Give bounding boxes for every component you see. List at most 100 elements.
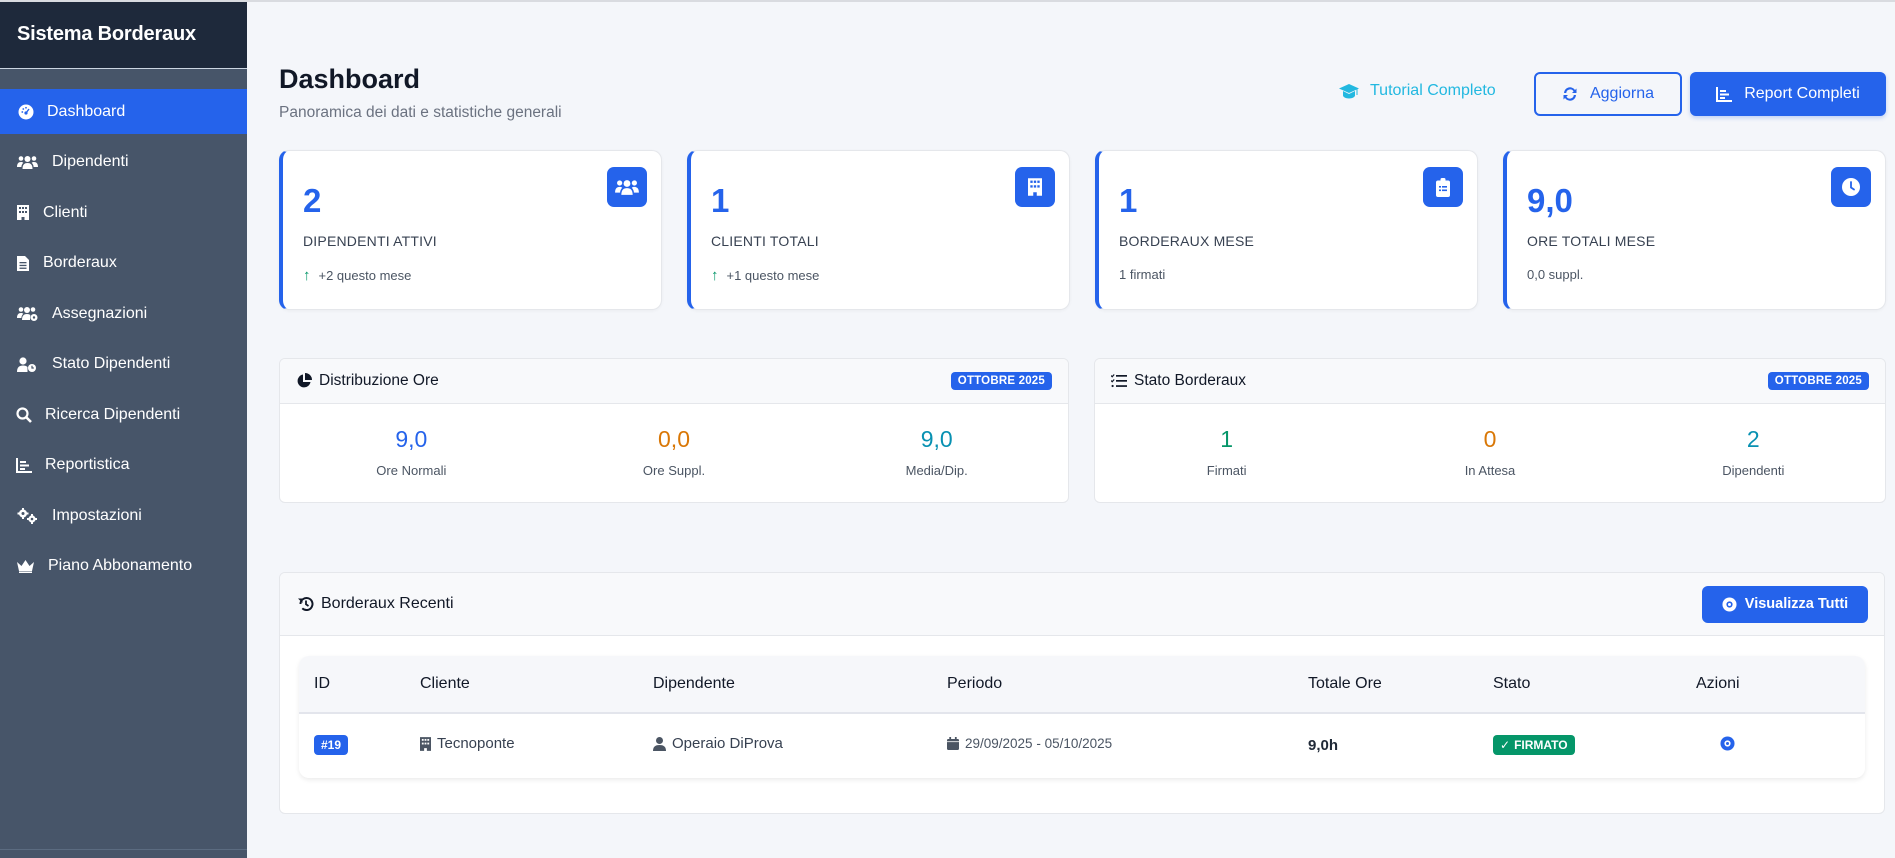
users-icon bbox=[16, 153, 38, 171]
search-icon bbox=[16, 406, 32, 424]
dipendente-name: Operaio DiProva bbox=[672, 735, 783, 753]
sidebar-item-ricerca-dipendenti[interactable]: Ricerca Dipendenti bbox=[0, 392, 247, 437]
sidebar-item-label: Ricerca Dipendenti bbox=[45, 405, 181, 423]
panel-body: 1 Firmati 0 In Attesa 2 Dipendenti bbox=[1095, 404, 1885, 502]
building-icon bbox=[420, 736, 437, 751]
column-header-totale-ore: Totale Ore bbox=[1308, 675, 1382, 692]
status-badge: ✓ FIRMATO bbox=[1493, 735, 1575, 755]
id-badge: #19 bbox=[314, 735, 349, 755]
panel-body: 9,0 Ore Normali 0,0 Ore Suppl. 9,0 Media… bbox=[280, 404, 1068, 502]
eye-icon bbox=[1722, 596, 1745, 612]
month-badge: OTTOBRE 2025 bbox=[950, 372, 1052, 390]
panel-header: Stato Borderaux OTTOBRE 2025 bbox=[1095, 359, 1885, 404]
table-row[interactable]: #19 Tecnoponte bbox=[299, 713, 1865, 776]
sidebar-item-label: Clienti bbox=[43, 203, 88, 221]
sidebar-nav: Dashboard Dipendenti Clienti Borderaux A… bbox=[0, 89, 247, 589]
clock-icon bbox=[1831, 167, 1871, 207]
sidebar-item-stato-dipendenti[interactable]: Stato Dipendenti bbox=[0, 342, 247, 387]
sidebar-item-label: Reportistica bbox=[45, 456, 130, 473]
graduation-cap-icon bbox=[1339, 83, 1370, 99]
view-borderaux-button[interactable] bbox=[1720, 735, 1735, 751]
sidebar-item-label: Borderaux bbox=[43, 254, 117, 271]
stat-card-borderaux-mese: 1 BORDERAUX MESE 1 firmati bbox=[1095, 150, 1478, 310]
recent-table-container: ID Cliente Dipendente Periodo Totale Ore… bbox=[299, 656, 1865, 778]
month-badge: OTTOBRE 2025 bbox=[1767, 372, 1869, 390]
sidebar-item-assegnazioni[interactable]: Assegnazioni bbox=[0, 291, 247, 336]
eye-icon bbox=[1720, 735, 1735, 751]
metric-label: Media/Dip. bbox=[905, 463, 968, 478]
recent-table: ID Cliente Dipendente Periodo Totale Ore… bbox=[299, 656, 1865, 776]
user-icon bbox=[653, 736, 672, 751]
metric-label: In Attesa bbox=[1464, 463, 1516, 478]
building-icon bbox=[1015, 167, 1055, 207]
metric-media-dip: 9,0 Media/Dip. bbox=[805, 404, 1068, 502]
stat-value: 1 bbox=[711, 182, 730, 219]
cell-dipendente: Operaio DiProva bbox=[653, 713, 947, 776]
file-icon bbox=[16, 254, 29, 272]
check-icon: ✓ bbox=[1500, 738, 1511, 752]
users-cog-icon bbox=[16, 305, 38, 323]
sidebar-divider bbox=[0, 849, 247, 850]
clipboard-list-icon bbox=[1423, 167, 1463, 207]
column-header-dipendente: Dipendente bbox=[653, 675, 735, 692]
periodo-range: 29/09/2025 - 05/10/2025 bbox=[965, 736, 1113, 751]
cell-stato: ✓ FIRMATO bbox=[1493, 713, 1696, 776]
metric-in-attesa: 0 In Attesa bbox=[1358, 404, 1621, 502]
app-brand: Sistema Borderaux bbox=[0, 0, 247, 69]
stat-label: CLIENTI TOTALI bbox=[711, 233, 819, 249]
panel-distribuzione-ore: Distribuzione Ore OTTOBRE 2025 9,0 Ore N… bbox=[279, 358, 1069, 503]
sidebar-item-impostazioni[interactable]: Impostazioni bbox=[0, 493, 247, 538]
sidebar-item-label: Stato Dipendenti bbox=[52, 355, 171, 372]
column-header-stato: Stato bbox=[1493, 675, 1531, 692]
sidebar-item-dashboard[interactable]: Dashboard bbox=[0, 89, 247, 134]
stat-label: DIPENDENTI ATTIVI bbox=[303, 233, 437, 249]
cell-azioni bbox=[1696, 713, 1865, 776]
building-icon bbox=[16, 204, 29, 222]
metric-label: Ore Normali bbox=[376, 463, 447, 478]
column-header-azioni: Azioni bbox=[1696, 675, 1740, 692]
page-subtitle: Panoramica dei dati e statistiche genera… bbox=[279, 104, 562, 121]
tasks-list-icon bbox=[1111, 374, 1134, 388]
page-title: Dashboard bbox=[279, 64, 421, 94]
full-report-button[interactable]: Report Completi bbox=[1690, 72, 1886, 116]
sidebar-item-clienti[interactable]: Clienti bbox=[0, 190, 247, 235]
metric-value: 9,0 bbox=[920, 426, 953, 452]
tutorial-label: Tutorial Completo bbox=[1370, 82, 1496, 99]
metric-ore-suppl: 0,0 Ore Suppl. bbox=[543, 404, 806, 502]
stat-label: BORDERAUX MESE bbox=[1119, 233, 1255, 249]
column-header-id: ID bbox=[314, 675, 330, 692]
stat-trend: ↑ +2 questo mese bbox=[303, 267, 412, 284]
stat-value: 2 bbox=[303, 182, 322, 219]
refresh-icon bbox=[1562, 86, 1590, 102]
metric-ore-normali: 9,0 Ore Normali bbox=[280, 404, 543, 502]
stat-card-ore-totali-mese: 9,0 ORE TOTALI MESE 0,0 suppl. bbox=[1503, 150, 1886, 310]
table-header-row: ID Cliente Dipendente Periodo Totale Ore… bbox=[299, 656, 1865, 713]
panel-title: Distribuzione Ore bbox=[296, 372, 439, 390]
sidebar-item-piano-abbonamento[interactable]: Piano Abbonamento bbox=[0, 544, 247, 589]
cogs-icon bbox=[16, 507, 38, 525]
tutorial-link[interactable]: Tutorial Completo bbox=[1339, 82, 1496, 100]
stat-value: 1 bbox=[1119, 182, 1138, 219]
recent-title: Borderaux Recenti bbox=[298, 595, 454, 613]
sidebar: Sistema Borderaux Dashboard Dipendenti C… bbox=[0, 0, 247, 858]
chart-bar-icon bbox=[16, 456, 32, 474]
calendar-icon bbox=[947, 737, 965, 750]
metric-dipendenti: 2 Dipendenti bbox=[1622, 404, 1885, 502]
panel-stato-borderaux: Stato Borderaux OTTOBRE 2025 1 Firmati 0… bbox=[1094, 358, 1886, 503]
view-all-button[interactable]: Visualizza Tutti bbox=[1702, 585, 1868, 623]
sidebar-item-dipendenti[interactable]: Dipendenti bbox=[0, 140, 247, 185]
metric-value: 9,0 bbox=[395, 426, 428, 452]
panel-header: Distribuzione Ore OTTOBRE 2025 bbox=[280, 359, 1068, 404]
main-content: Dashboard Panoramica dei dati e statisti… bbox=[247, 0, 1895, 858]
cell-totale-ore: 9,0h bbox=[1308, 736, 1339, 754]
sidebar-item-reportistica[interactable]: Reportistica bbox=[0, 443, 247, 488]
app-title: Sistema Borderaux bbox=[17, 22, 196, 45]
users-icon bbox=[607, 167, 647, 207]
crown-icon bbox=[16, 557, 34, 575]
sidebar-item-label: Dashboard bbox=[47, 102, 126, 120]
refresh-button[interactable]: Aggiorna bbox=[1534, 72, 1682, 116]
cell-id: #19 bbox=[299, 713, 420, 776]
metric-value: 1 bbox=[1220, 426, 1234, 452]
sidebar-item-borderaux[interactable]: Borderaux bbox=[0, 241, 247, 286]
metric-value: 0,0 bbox=[658, 426, 690, 452]
